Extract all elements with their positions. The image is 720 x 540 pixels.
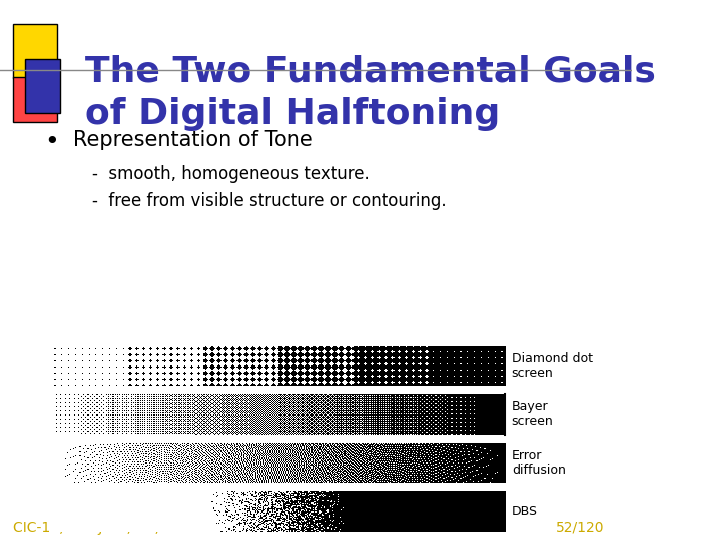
Text: Error
diffusion: Error diffusion [512, 449, 566, 477]
Text: -  free from visible structure or contouring.: - free from visible structure or contour… [91, 192, 446, 210]
Text: -  smooth, homogeneous texture.: - smooth, homogeneous texture. [91, 165, 369, 183]
FancyBboxPatch shape [13, 24, 57, 78]
FancyBboxPatch shape [13, 77, 57, 122]
Text: 52/120: 52/120 [556, 521, 605, 535]
Text: Representation of Tone: Representation of Tone [73, 130, 312, 150]
FancyBboxPatch shape [25, 59, 60, 113]
Text: Diamond dot
screen: Diamond dot screen [512, 352, 593, 380]
Text: •: • [44, 130, 59, 153]
Text: CIC-19, San Jose, CA, 8 November 2011: CIC-19, San Jose, CA, 8 November 2011 [13, 521, 288, 535]
Text: DBS: DBS [512, 505, 538, 518]
Text: The Two Fundamental Goals: The Two Fundamental Goals [85, 54, 656, 88]
Text: of Digital Halftoning: of Digital Halftoning [85, 97, 500, 131]
Text: Bayer
screen: Bayer screen [512, 401, 554, 428]
